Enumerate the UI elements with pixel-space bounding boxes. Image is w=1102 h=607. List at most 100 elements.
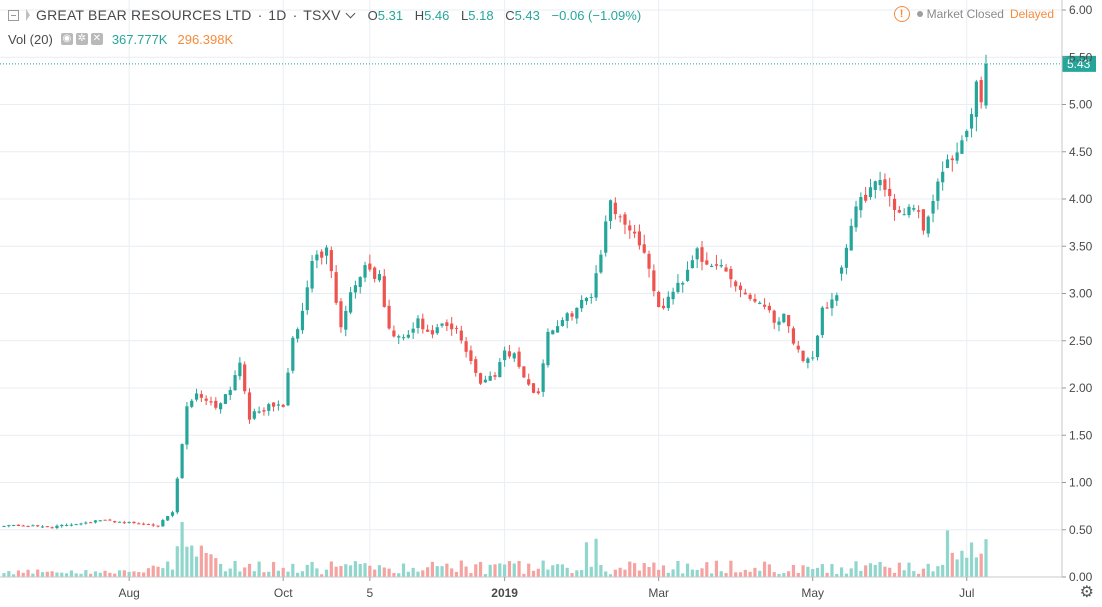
volume-bar: [276, 570, 280, 577]
candle-body: [589, 297, 593, 299]
candle-body: [435, 327, 439, 334]
candle-body: [430, 330, 435, 335]
exchange[interactable]: TSXV: [303, 7, 341, 23]
candle-body: [830, 299, 834, 309]
volume-bar: [714, 560, 719, 577]
volume-bar: [156, 566, 160, 577]
y-tick-label: 4.50: [1069, 145, 1093, 159]
volume-bar: [724, 573, 728, 577]
volume-bar: [190, 545, 194, 577]
candle-body: [117, 521, 122, 523]
volume-bar: [666, 572, 670, 577]
volume-bar: [199, 545, 203, 577]
volume-bar: [382, 567, 386, 577]
volume-bar: [286, 571, 290, 577]
candle-body: [334, 272, 338, 303]
volume-bar: [74, 573, 78, 577]
eye-icon[interactable]: ◉: [60, 33, 73, 45]
volume-bar: [892, 572, 897, 577]
candle-body: [628, 225, 632, 231]
candlesticks: [2, 54, 988, 530]
volume-indicator-label[interactable]: Vol (20): [8, 31, 53, 47]
chart-settings-icon[interactable]: ⚙: [1079, 584, 1094, 601]
candle-body: [358, 277, 362, 288]
y-tick-label: 1.50: [1069, 428, 1093, 442]
volume-bar: [170, 569, 175, 577]
volume-bar: [873, 564, 877, 577]
candle-body: [459, 330, 463, 341]
close-icon[interactable]: ✕: [90, 33, 103, 45]
candle-body: [103, 519, 107, 521]
y-tick-label: 0.50: [1069, 523, 1093, 537]
gear-icon[interactable]: ✲: [75, 33, 88, 45]
volume-bar: [7, 571, 11, 577]
last-price-badge: [1062, 55, 1096, 72]
chart-legend: GREAT BEAR RESOURCES LTD · 1D · TSXV O5.…: [8, 6, 641, 48]
candle-body: [734, 281, 738, 287]
candle-body: [868, 187, 873, 198]
volume-bar: [247, 563, 252, 577]
collapse-legend-icon[interactable]: [8, 9, 19, 21]
y-tick-label: 1.00: [1069, 476, 1093, 490]
y-tick-label: 0.00: [1069, 570, 1093, 584]
candle-body: [782, 313, 786, 323]
volume-bar: [907, 562, 911, 577]
candle-body: [401, 337, 406, 339]
candle-body: [859, 197, 863, 211]
volume-bar: [555, 564, 560, 577]
candle-body: [397, 336, 401, 338]
candle-body: [738, 285, 743, 290]
candle-body: [652, 270, 656, 292]
candle-body: [743, 292, 747, 295]
volume-bar: [12, 574, 16, 577]
volume-bar: [671, 569, 675, 577]
candle-body: [141, 523, 146, 525]
volume-bar: [560, 564, 564, 577]
candle-body: [411, 328, 415, 333]
candle-body: [132, 521, 136, 524]
candle-body: [700, 247, 704, 262]
volume-bar: [406, 571, 410, 577]
volume-bar: [878, 561, 882, 577]
symbol-title[interactable]: GREAT BEAR RESOURCES LTD: [36, 7, 252, 23]
chevron-down-icon[interactable]: [345, 8, 356, 19]
candle-body: [339, 301, 343, 328]
candle-body: [849, 225, 853, 251]
candle-body: [969, 114, 974, 129]
candle-body: [348, 292, 353, 313]
candle-body: [767, 305, 771, 311]
candle-body: [912, 208, 916, 210]
candle-body: [960, 140, 964, 154]
volume-bar: [238, 571, 242, 577]
close-value: 5.43: [514, 7, 540, 23]
candle-body: [151, 524, 155, 526]
candle-body: [710, 265, 714, 267]
interval[interactable]: 1D: [268, 7, 287, 23]
candle-body: [762, 304, 767, 307]
volume-bar: [209, 554, 213, 577]
candle-body: [60, 524, 64, 527]
time-axis: Aug Oct 5 2019 Mar May Jul: [0, 576, 1062, 600]
volume-bar: [613, 569, 617, 577]
volume-bar: [681, 573, 685, 577]
volume-bar: [623, 569, 627, 577]
candle-body: [941, 171, 945, 183]
volume-bar: [570, 573, 574, 577]
volume-bar: [55, 572, 59, 577]
candle-body: [296, 329, 300, 339]
volume-bar: [738, 572, 743, 577]
volume-bar: [695, 569, 699, 577]
candle-body: [748, 294, 752, 299]
candle-body: [98, 520, 102, 522]
candle-body: [705, 260, 709, 265]
warning-icon[interactable]: !: [893, 6, 910, 22]
volume-bar: [358, 564, 362, 577]
candle-body: [888, 188, 892, 197]
volume-bar: [344, 564, 348, 577]
volume-bar: [815, 567, 820, 577]
candle-body: [839, 267, 844, 274]
delayed-label[interactable]: Delayed: [1009, 7, 1054, 21]
candle-body: [507, 351, 512, 357]
volume-bar: [16, 570, 21, 577]
